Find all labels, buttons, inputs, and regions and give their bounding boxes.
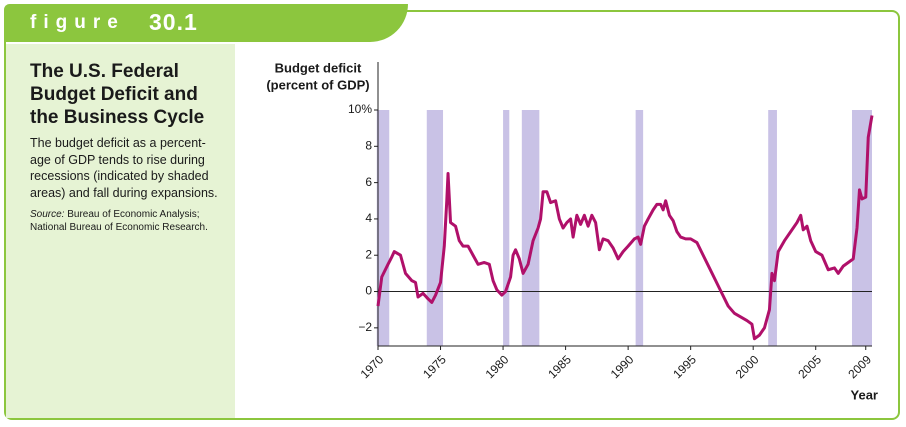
x-tick-label: 1995 (670, 352, 699, 381)
description-line: areas) and fall during expansions. (30, 185, 218, 200)
recession-shade (426, 110, 444, 346)
x-tick-label: 1980 (483, 352, 512, 381)
x-tick-label: 1985 (545, 352, 574, 381)
y-tick-label: −2 (358, 320, 372, 334)
recession-shade (503, 110, 510, 346)
title-line: Budget Deficit and (30, 84, 198, 105)
title-line: The U.S. Federal (30, 61, 179, 82)
x-tick-label: 2000 (733, 352, 762, 381)
y-tick-label: 8 (365, 138, 372, 152)
sidebar-title: The U.S. Federal Budget Deficit and the Bu… (30, 60, 204, 129)
x-tick-label: 1970 (358, 352, 387, 381)
source-line: Bureau of Economic Analysis; (64, 209, 200, 220)
y-tick-label: 2 (365, 247, 372, 261)
x-tick-label: 1990 (608, 352, 637, 381)
sidebar-source: Source: Bureau of Economic Analysis; Nati… (30, 208, 208, 234)
x-tick-label: 2005 (795, 352, 824, 381)
y-tick-label: 4 (365, 211, 372, 225)
description-line: age of GDP tends to rise during (30, 152, 205, 167)
figure-label: figure (30, 12, 125, 33)
x-tick-label: 1975 (420, 352, 449, 381)
x-axis-label: Year (851, 387, 878, 402)
title-line: the Business Cycle (30, 107, 205, 128)
deficit-line (376, 115, 874, 341)
y-tick-label: 6 (365, 175, 372, 189)
y-tick-label: 10% (348, 102, 372, 116)
sidebar-description: The budget deficit as a percent-age of G… (30, 135, 218, 201)
recession-shade (376, 110, 390, 346)
x-tick-label: 2009 (845, 352, 874, 381)
y-tick-label: 0 (365, 284, 372, 298)
source-line: National Bureau of Economic Research. (30, 222, 208, 233)
description-line: recessions (indicated by shaded (30, 169, 209, 183)
y-axis-label: (percent of GDP) (266, 77, 369, 92)
frame (4, 10, 900, 420)
figure-number: 30.1 (149, 9, 198, 35)
recession-shade (521, 110, 540, 346)
description-line: The budget deficit as a percent- (30, 136, 206, 150)
recession-shade (635, 110, 644, 346)
sidebar (6, 44, 235, 418)
recession-shade (768, 110, 777, 346)
source-label: Source: (30, 209, 65, 220)
source-line: Source: Bureau of Economic Analysis; (30, 208, 208, 221)
figure-tab: figure 30.1 (4, 4, 408, 42)
y-axis-label: Budget deficit (275, 60, 362, 75)
